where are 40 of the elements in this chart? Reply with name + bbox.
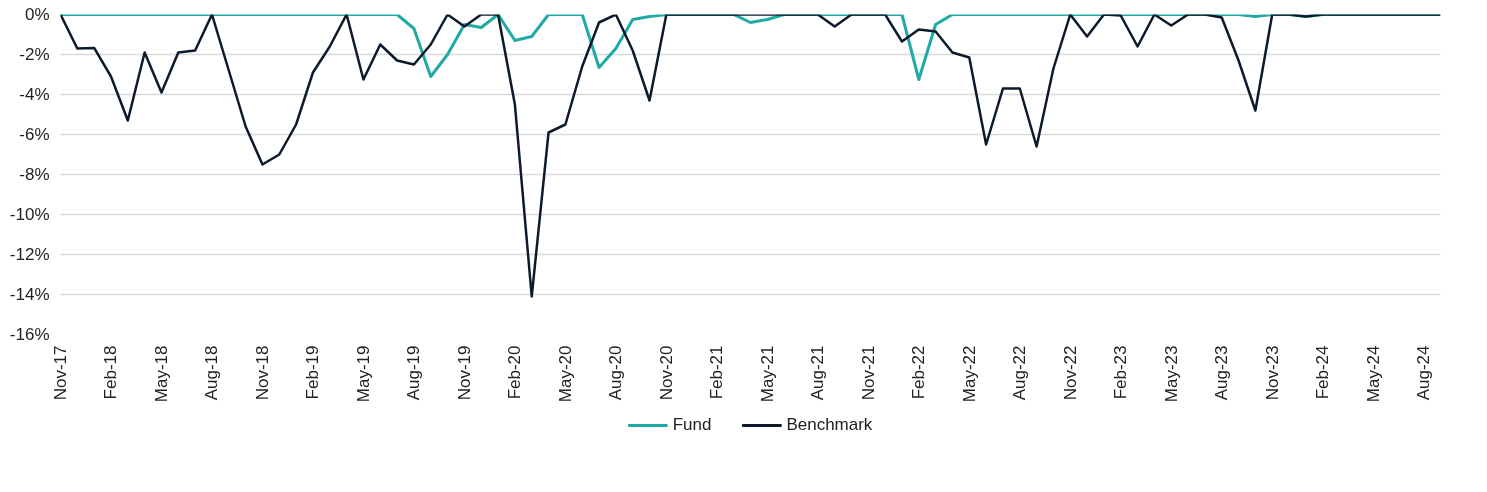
y-tick-label: -8% [19,165,50,184]
y-tick-label: -16% [9,325,50,344]
x-tick-label: Feb-21 [707,345,727,400]
x-tick-label: Nov-23 [1262,345,1282,401]
x-tick-label: May-19 [353,345,373,403]
y-tick-label: -12% [9,245,50,264]
x-tick-label: Nov-19 [454,345,474,401]
x-tick-label: Aug-23 [1212,345,1232,401]
x-tick-label: Nov-17 [51,345,70,401]
y-tick-label: -14% [9,285,50,304]
x-tick-label: May-24 [1363,345,1383,403]
x-tick-label: Nov-20 [656,345,676,401]
x-tick-label: Nov-21 [858,345,878,401]
x-tick-label: Aug-18 [202,345,222,401]
legend-label: Benchmark [786,415,873,435]
x-tick-label: Feb-18 [101,345,121,400]
legend-label: Fund [672,415,712,435]
y-tick-label: -6% [19,125,50,144]
x-tick-label: May-22 [959,345,979,403]
x-tick-label: Nov-18 [252,345,272,401]
x-tick-label: Feb-19 [303,345,323,400]
x-tick-label: Aug-21 [808,345,828,401]
x-tick-label: Feb-22 [909,345,929,400]
y-tick-label: -2% [19,45,50,64]
x-tick-label: May-21 [757,345,777,403]
x-tick-label: Feb-23 [1111,345,1131,400]
x-tick-label: May-20 [555,345,575,403]
y-tick-label: -4% [19,85,50,104]
x-tick-label: Aug-22 [1010,345,1030,401]
y-tick-label: 0% [24,5,50,24]
x-tick-label: Nov-22 [1060,345,1080,401]
x-tick-label: Aug-19 [404,345,424,401]
x-tick-label: May-18 [151,345,171,403]
x-tick-label: May-23 [1161,345,1181,403]
x-tick-label: Feb-24 [1313,345,1333,400]
x-tick-label: Feb-20 [505,345,525,400]
x-tick-label: Aug-24 [1414,345,1434,401]
y-tick-label: -10% [9,205,50,224]
x-tick-label: Aug-20 [606,345,626,401]
line-series [60,14,1441,298]
